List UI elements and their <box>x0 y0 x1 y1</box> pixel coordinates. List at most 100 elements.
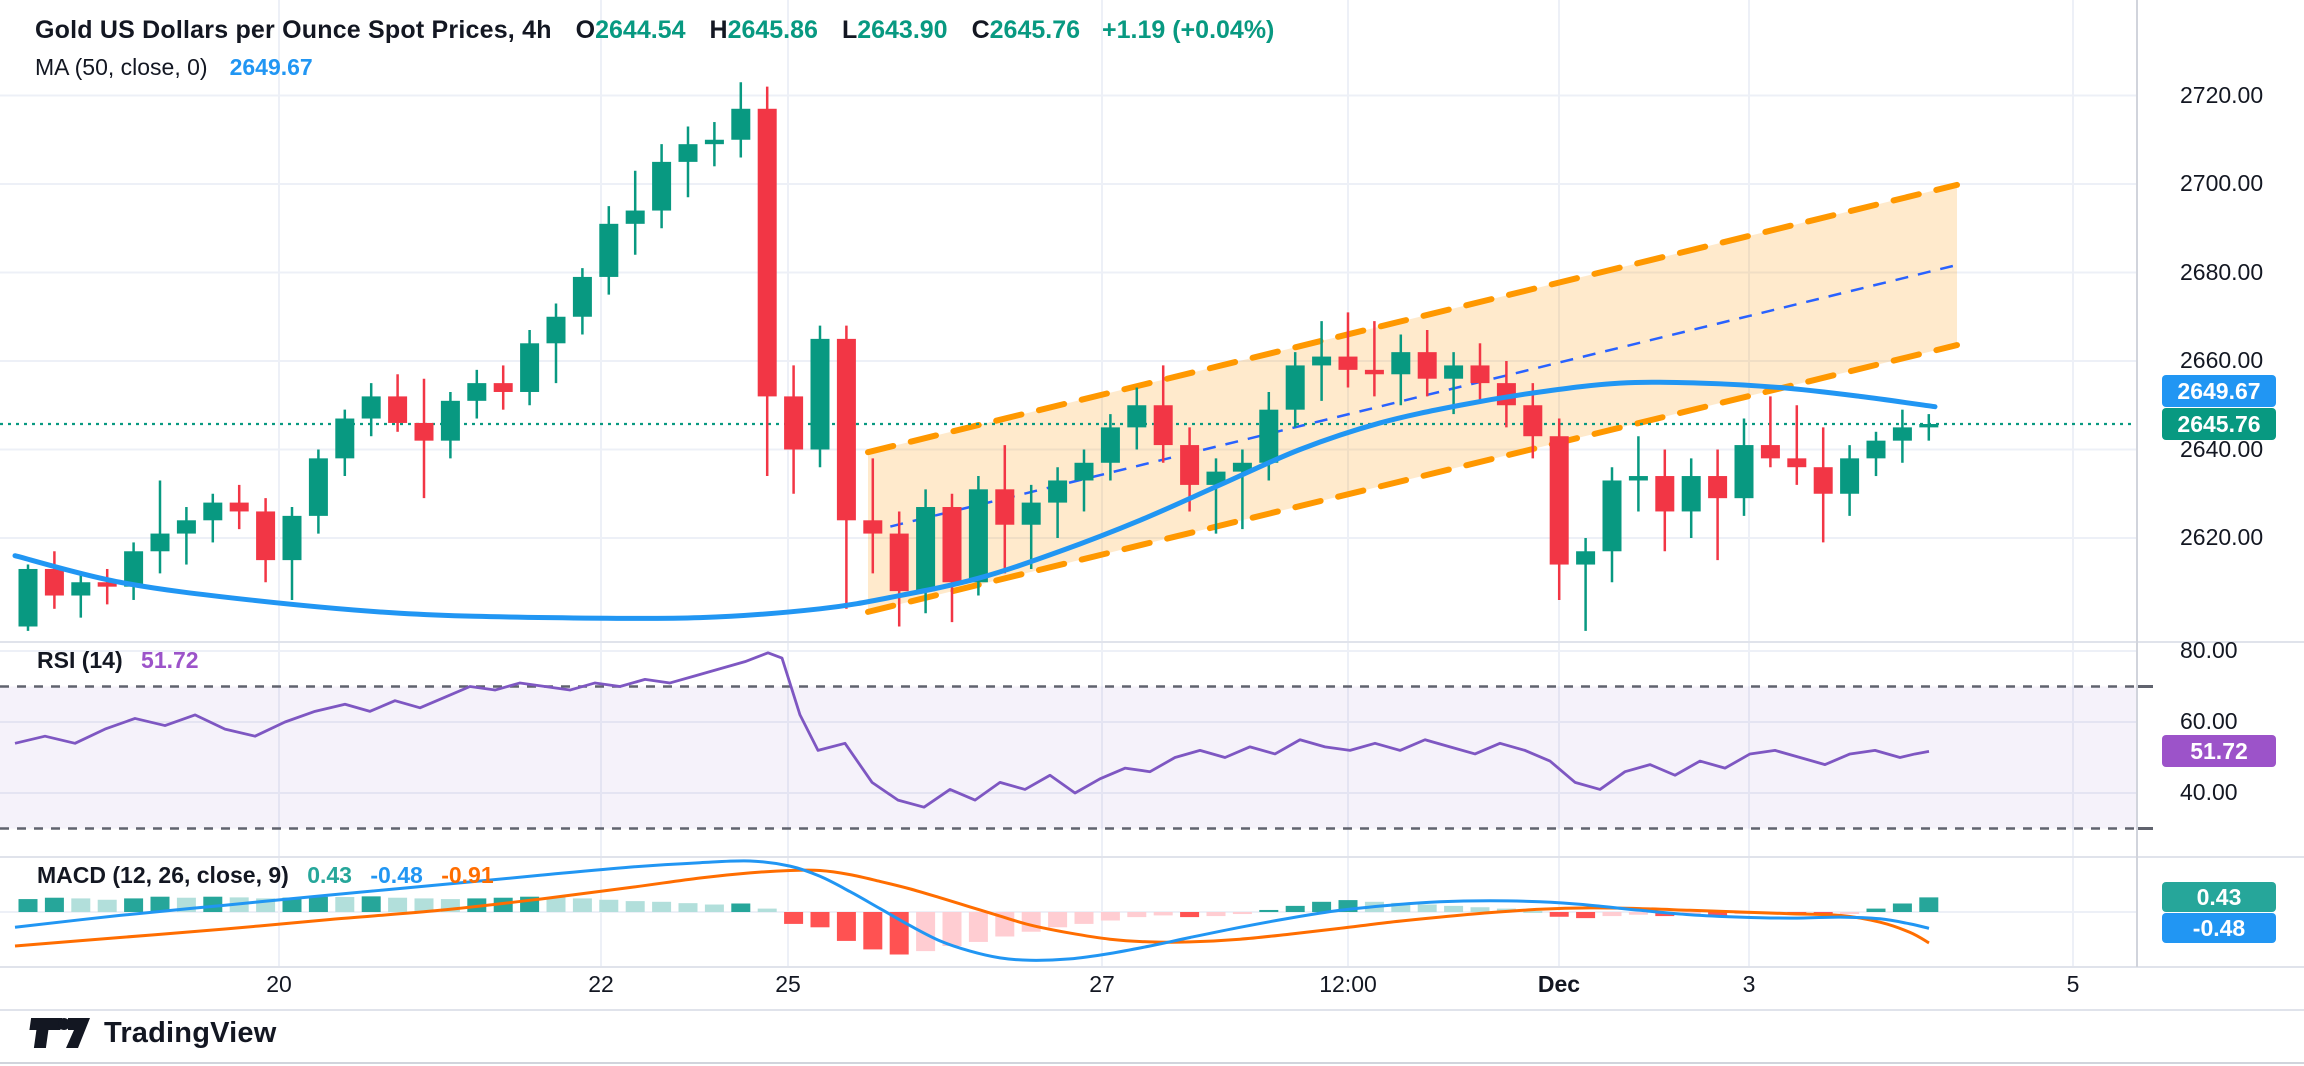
candle <box>176 507 196 565</box>
chart-canvas[interactable] <box>0 0 2304 1010</box>
candle <box>124 542 144 600</box>
candle <box>467 369 487 419</box>
candle <box>704 122 724 167</box>
rsi-axis-label: 60.00 <box>2180 708 2238 734</box>
macd-line-badge: -0.48 <box>2162 913 2276 944</box>
candle <box>1760 396 1780 468</box>
rsi-value-badge: 51.72 <box>2162 735 2276 768</box>
macd-signal-value: -0.91 <box>441 862 494 888</box>
candle <box>229 484 249 530</box>
candle <box>1206 458 1226 534</box>
candle <box>1919 414 1939 441</box>
candle <box>810 325 830 468</box>
ohlc-low: L2643.90 <box>841 16 948 44</box>
candle <box>1681 458 1701 538</box>
candle <box>1628 436 1648 512</box>
price-axis-label: 2700.00 <box>2180 170 2264 196</box>
macd-signal-line <box>14 868 1930 948</box>
ma-value: 2649.67 <box>229 54 313 80</box>
candle <box>757 86 777 477</box>
candle <box>1312 321 1332 401</box>
bottom-edge <box>0 1062 2304 1064</box>
candle <box>784 365 804 494</box>
candle <box>1523 383 1543 459</box>
candle <box>71 573 91 618</box>
rsi-line <box>14 651 1930 809</box>
tradingview-attribution[interactable]: TradingView <box>28 1016 277 1050</box>
candle <box>440 391 460 459</box>
candle <box>388 374 408 432</box>
time-axis-label: 12:00 <box>1319 971 1377 997</box>
candle <box>203 493 223 543</box>
price-change: +1.19 (+0.04%) <box>1102 16 1275 44</box>
candle <box>1734 418 1754 516</box>
candle <box>414 378 434 499</box>
candle <box>1417 330 1437 397</box>
candle <box>520 330 540 406</box>
rsi-axis-label: 80.00 <box>2180 637 2238 663</box>
candle <box>1048 467 1068 538</box>
rsi-value: 51.72 <box>141 647 199 673</box>
candle <box>335 409 355 477</box>
candle <box>942 493 962 623</box>
candle <box>1127 387 1147 450</box>
candle <box>599 206 619 295</box>
candle <box>1100 414 1120 481</box>
candle <box>572 268 592 335</box>
candle <box>1021 484 1041 569</box>
ma-label: MA (50, close, 0) <box>35 54 208 80</box>
macd-main-line <box>14 859 1930 962</box>
candle <box>1364 321 1384 397</box>
candle <box>44 551 64 609</box>
candle <box>1153 365 1173 463</box>
candle <box>678 126 698 198</box>
candle <box>1232 449 1252 530</box>
time-axis-label: 22 <box>588 971 614 997</box>
ma-legend-row[interactable]: MA (50, close, 0) 2649.67 <box>35 54 1274 81</box>
candle <box>836 325 856 609</box>
macd-hist-badge: 0.43 <box>2162 882 2276 913</box>
price-axis-label: 2660.00 <box>2180 347 2264 373</box>
candle <box>995 445 1015 574</box>
candle <box>731 82 751 158</box>
time-axis-label: 27 <box>1089 971 1115 997</box>
candle <box>1444 352 1464 415</box>
symbol-legend-row[interactable]: Gold US Dollars per Ounce Spot Prices, 4… <box>35 16 1274 45</box>
macd-histogram <box>18 896 1939 955</box>
candle <box>1074 449 1094 512</box>
time-axis-label: 25 <box>775 971 801 997</box>
candle <box>1391 334 1411 406</box>
time-axis-label: 5 <box>2066 971 2080 997</box>
candle <box>968 476 988 596</box>
candle <box>1576 538 1596 631</box>
candle <box>889 511 909 627</box>
candlestick-series <box>18 82 1939 631</box>
candle <box>546 303 566 384</box>
ma50-line <box>12 379 1938 621</box>
candle <box>652 144 672 229</box>
rsi-band <box>0 685 2153 830</box>
macd-legend-row[interactable]: MACD (12, 26, close, 9) 0.43 -0.48 -0.91 <box>37 862 494 889</box>
price-axis-label: 2720.00 <box>2180 81 2264 108</box>
time-axis-label: 3 <box>1742 971 1756 997</box>
candle <box>18 564 38 631</box>
candle <box>1813 427 1833 543</box>
candle <box>1866 431 1886 477</box>
chart-legend[interactable]: Gold US Dollars per Ounce Spot Prices, 4… <box>35 16 1274 81</box>
macd-line-value: -0.48 <box>370 862 423 888</box>
candle <box>282 507 302 600</box>
candle <box>150 480 170 574</box>
candle <box>1259 391 1279 481</box>
footer-divider <box>0 1009 2304 1011</box>
candle <box>493 365 513 410</box>
gridlines <box>0 0 2137 967</box>
candle <box>1840 445 1860 516</box>
time-axis-label: Dec <box>1537 971 1581 997</box>
price-axis-label: 2680.00 <box>2180 258 2264 285</box>
rsi-legend-row[interactable]: RSI (14) 51.72 <box>37 647 199 674</box>
price-axis-label: 2620.00 <box>2180 524 2264 550</box>
candle <box>1285 352 1305 428</box>
candle <box>1787 405 1807 485</box>
candle <box>256 498 276 583</box>
